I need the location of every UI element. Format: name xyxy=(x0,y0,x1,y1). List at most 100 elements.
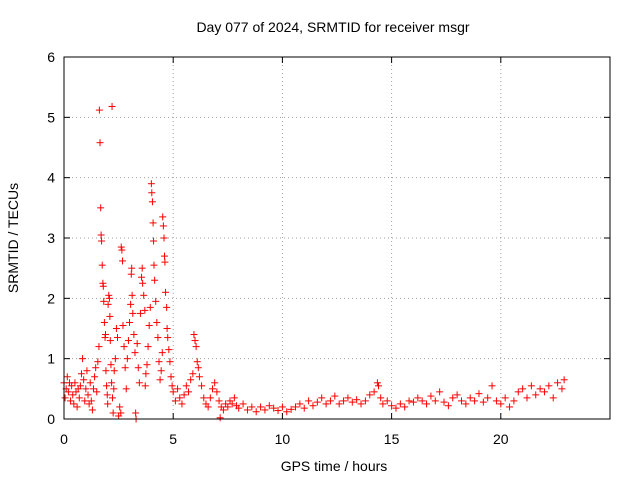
data-point xyxy=(305,397,313,405)
data-point xyxy=(159,222,167,230)
data-point xyxy=(278,403,286,411)
data-point xyxy=(163,303,171,311)
data-point xyxy=(104,300,112,308)
data-point xyxy=(105,294,113,302)
data-point xyxy=(392,404,400,412)
x-tick-label: 5 xyxy=(169,431,177,447)
data-point xyxy=(374,382,382,390)
data-point xyxy=(318,394,326,402)
data-point xyxy=(228,400,236,408)
data-point xyxy=(61,394,69,402)
data-point xyxy=(163,325,171,332)
data-point xyxy=(366,391,374,399)
data-point xyxy=(216,414,224,422)
data-point xyxy=(121,364,129,372)
data-point xyxy=(353,396,361,404)
data-point xyxy=(444,402,452,410)
data-point xyxy=(79,355,87,363)
data-point xyxy=(198,382,206,390)
data-point xyxy=(99,282,107,290)
data-point xyxy=(149,219,157,227)
data-point xyxy=(146,303,154,311)
data-point xyxy=(326,397,334,405)
data-point xyxy=(370,388,378,396)
data-point xyxy=(431,397,439,405)
data-point xyxy=(150,237,158,245)
data-point xyxy=(427,392,435,400)
data-point xyxy=(243,406,251,414)
data-point xyxy=(120,343,128,351)
data-point xyxy=(440,398,448,406)
data-point xyxy=(111,355,119,363)
data-point xyxy=(300,404,308,412)
axis-ticks: 0 1 2 3 4 5 6 0 5 10 15 20 xyxy=(47,49,610,447)
data-point xyxy=(549,394,557,402)
data-point xyxy=(108,394,116,402)
data-point xyxy=(153,318,161,326)
data-point xyxy=(296,400,304,408)
data-point xyxy=(133,340,141,348)
data-point xyxy=(106,312,114,320)
data-point xyxy=(545,382,553,390)
data-point xyxy=(167,373,175,381)
data-point xyxy=(348,398,356,406)
data-point xyxy=(335,400,343,408)
data-point xyxy=(64,388,72,396)
data-point xyxy=(114,334,122,342)
data-point xyxy=(182,382,190,390)
data-point xyxy=(215,397,223,405)
data-point xyxy=(261,406,269,414)
data-point xyxy=(148,198,156,206)
data-point xyxy=(108,102,116,110)
y-tick-label: 1 xyxy=(47,351,55,367)
data-point xyxy=(195,373,203,381)
data-point xyxy=(92,364,100,372)
data-point xyxy=(131,349,139,357)
data-point xyxy=(105,291,113,299)
data-point xyxy=(96,139,104,147)
data-point xyxy=(101,331,109,339)
data-point xyxy=(169,388,177,396)
data-point xyxy=(144,343,152,351)
data-point xyxy=(67,397,75,405)
data-point xyxy=(117,409,125,417)
data-point xyxy=(134,364,142,372)
data-point xyxy=(129,309,137,317)
data-point xyxy=(128,264,136,272)
data-point xyxy=(519,385,527,393)
data-point xyxy=(331,392,339,400)
data-point xyxy=(383,397,391,405)
data-points xyxy=(60,102,568,423)
data-point xyxy=(206,394,214,402)
data-point xyxy=(154,334,162,342)
data-point xyxy=(200,394,208,402)
data-point xyxy=(193,358,201,366)
data-point xyxy=(209,385,217,393)
data-point xyxy=(106,337,114,345)
data-point xyxy=(377,394,385,402)
data-point xyxy=(462,400,470,408)
y-axis-label: SRMTID / TECUs xyxy=(5,183,21,293)
data-point xyxy=(230,394,238,402)
data-point xyxy=(189,370,197,378)
data-point xyxy=(145,321,153,329)
data-point xyxy=(109,409,117,417)
data-point xyxy=(165,346,173,354)
y-tick-label: 5 xyxy=(47,109,55,125)
data-point xyxy=(527,382,535,390)
data-point xyxy=(70,400,78,408)
data-point xyxy=(130,331,138,339)
data-point xyxy=(160,252,168,260)
y-tick-label: 2 xyxy=(47,290,55,306)
data-point xyxy=(190,331,198,339)
data-point xyxy=(102,367,110,375)
data-point xyxy=(63,373,71,381)
data-point xyxy=(150,261,158,269)
data-point xyxy=(122,385,130,393)
data-point xyxy=(108,379,116,387)
data-point xyxy=(558,385,566,393)
data-point xyxy=(71,379,79,387)
data-point xyxy=(141,306,149,314)
